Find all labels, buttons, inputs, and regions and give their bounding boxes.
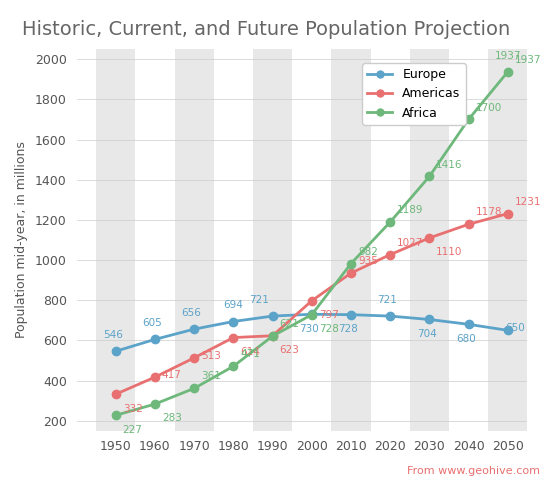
Text: 935: 935 bbox=[358, 256, 378, 266]
Bar bbox=[174, 49, 214, 431]
Text: 982: 982 bbox=[358, 247, 378, 257]
Bar bbox=[96, 49, 135, 431]
Text: 1937: 1937 bbox=[495, 51, 521, 61]
Text: 546: 546 bbox=[103, 330, 123, 340]
Text: 650: 650 bbox=[505, 323, 525, 333]
Text: 614: 614 bbox=[240, 347, 260, 357]
Bar bbox=[488, 49, 527, 431]
Text: 417: 417 bbox=[162, 370, 182, 380]
Text: 471: 471 bbox=[240, 349, 260, 359]
Text: From www.geohive.com: From www.geohive.com bbox=[407, 466, 540, 476]
Text: 621: 621 bbox=[280, 319, 299, 329]
Text: 680: 680 bbox=[456, 334, 476, 344]
Text: 1110: 1110 bbox=[436, 247, 463, 257]
Bar bbox=[410, 49, 449, 431]
Text: 1700: 1700 bbox=[476, 102, 502, 113]
Text: 728: 728 bbox=[319, 324, 339, 334]
Text: 1937: 1937 bbox=[515, 55, 541, 65]
Text: 227: 227 bbox=[123, 425, 143, 435]
Text: 704: 704 bbox=[417, 329, 437, 339]
Text: 1189: 1189 bbox=[397, 205, 423, 215]
Text: 283: 283 bbox=[162, 413, 182, 424]
Text: 1178: 1178 bbox=[476, 207, 502, 217]
Text: 1027: 1027 bbox=[397, 238, 423, 248]
Y-axis label: Population mid-year, in millions: Population mid-year, in millions bbox=[15, 142, 28, 338]
Bar bbox=[331, 49, 370, 431]
Text: 1231: 1231 bbox=[515, 197, 541, 207]
Text: 694: 694 bbox=[223, 301, 243, 310]
Text: 361: 361 bbox=[201, 371, 221, 382]
Text: 728: 728 bbox=[338, 324, 358, 334]
Legend: Europe, Americas, Africa: Europe, Americas, Africa bbox=[362, 63, 466, 124]
Text: 656: 656 bbox=[182, 308, 201, 318]
Text: 332: 332 bbox=[123, 404, 143, 414]
Text: 721: 721 bbox=[378, 295, 397, 305]
Text: 1416: 1416 bbox=[436, 160, 463, 169]
Text: 721: 721 bbox=[249, 295, 268, 305]
Text: Historic, Current, and Future Population Projection: Historic, Current, and Future Population… bbox=[22, 20, 511, 39]
Text: 513: 513 bbox=[201, 351, 221, 361]
Bar bbox=[253, 49, 292, 431]
Text: 730: 730 bbox=[299, 324, 319, 334]
Text: 797: 797 bbox=[319, 310, 339, 320]
Text: 605: 605 bbox=[142, 318, 162, 328]
Text: 623: 623 bbox=[280, 345, 299, 355]
